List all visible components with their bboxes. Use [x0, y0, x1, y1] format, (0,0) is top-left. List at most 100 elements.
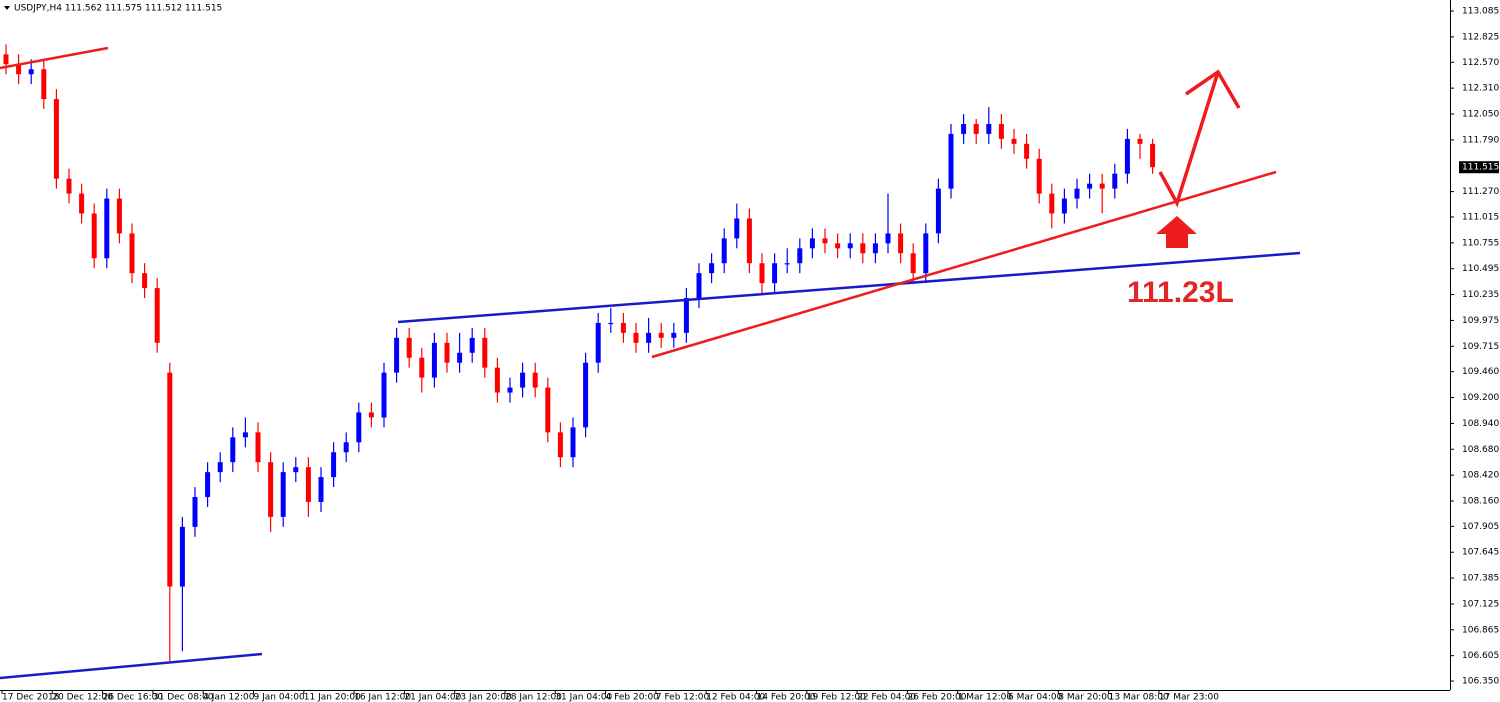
candle-body [683, 298, 689, 333]
candle-body [658, 332, 664, 338]
candle-body [406, 337, 412, 358]
x-tick-label: 9 Jan 04:00 [254, 693, 306, 702]
candle-body [948, 133, 954, 189]
y-tick-label: 106.350 [1462, 677, 1499, 687]
candle-body [331, 452, 337, 478]
candle-body [835, 243, 841, 249]
candle-body [608, 322, 614, 325]
candle-body [570, 427, 576, 458]
candle-body [419, 357, 425, 378]
candle-body [1099, 183, 1105, 189]
candle-body [671, 332, 677, 338]
candle-body [696, 273, 702, 299]
candle-body [532, 372, 538, 388]
x-tick-label: 28 Jan 12:00 [505, 693, 562, 702]
candle-body [179, 526, 185, 587]
y-tick-label: 106.605 [1462, 651, 1499, 661]
y-tick-label: 108.940 [1462, 419, 1499, 429]
candle-body [53, 99, 59, 179]
current-price-label: 111.515 [1462, 163, 1499, 173]
x-tick-label: 31 Jan 04:00 [555, 693, 612, 702]
candle-body [923, 233, 929, 274]
candle-body [79, 193, 85, 214]
x-tick-label: 4 Jan 12:00 [203, 693, 255, 702]
y-tick-label: 108.680 [1462, 445, 1499, 455]
candle-body [444, 342, 450, 363]
trendline [651, 170, 1277, 359]
candle-body [116, 198, 122, 234]
y-tick-label: 108.420 [1462, 471, 1499, 481]
candle-body [16, 64, 22, 75]
y-tick-label: 112.825 [1462, 32, 1499, 42]
arrow-head [1185, 69, 1241, 109]
candle-body [268, 462, 274, 517]
dropdown-icon [4, 6, 10, 10]
candle-body [494, 367, 500, 393]
candle-body [620, 322, 626, 333]
candle-body [394, 337, 400, 373]
x-tick-label: 11 Jan 20:00 [304, 693, 361, 702]
x-tick-label: 16 Jan 12:00 [354, 693, 411, 702]
candle-body [356, 412, 362, 443]
candle-body [1150, 143, 1156, 168]
candle-body [1112, 173, 1118, 189]
y-tick-label: 110.495 [1462, 264, 1499, 274]
candle-body [545, 387, 551, 433]
candle-body [822, 238, 828, 244]
candle-body [961, 123, 967, 134]
y-tick-label: 107.645 [1462, 548, 1499, 558]
x-tick-label: 22 Feb 04:00 [857, 693, 916, 702]
up-arrow [1156, 216, 1197, 248]
x-tick-label: 13 Mar 08:00 [1109, 693, 1169, 702]
candle-body [557, 432, 563, 458]
candle-body [746, 218, 752, 264]
y-tick-label: 111.270 [1462, 187, 1499, 197]
candle-body [167, 372, 173, 587]
candle-body [860, 243, 866, 254]
candle-body [205, 472, 211, 498]
candle-body [1061, 198, 1067, 214]
candle-body [1137, 138, 1143, 144]
y-tick-label: 111.015 [1462, 212, 1499, 222]
candle-body [709, 263, 715, 274]
x-tick-label: 21 Jan 04:00 [404, 693, 461, 702]
candle-body [104, 198, 110, 259]
candle-body [28, 69, 34, 75]
candle-body [847, 243, 853, 249]
candle-body [759, 263, 765, 284]
candle-body [192, 497, 198, 527]
candle-body [1124, 138, 1130, 174]
candle-body [885, 233, 891, 244]
candle-body [772, 263, 778, 284]
y-tick-label: 109.460 [1462, 367, 1499, 377]
candle-body [280, 472, 286, 517]
chart-title: USDJPY,H4 111.562 111.575 111.512 111.51… [14, 4, 222, 14]
y-tick-label: 107.125 [1462, 599, 1499, 609]
y-tick-label: 107.905 [1462, 522, 1499, 532]
candle-body [507, 387, 513, 393]
candle-body [41, 69, 47, 100]
y-tick-label: 112.570 [1462, 58, 1499, 68]
candle-body [872, 243, 878, 254]
trendline [0, 652, 263, 680]
candle-body [1074, 188, 1080, 199]
candle-body [91, 213, 97, 259]
candle-body [154, 288, 160, 343]
x-tick-label: 8 Mar 20:00 [1058, 693, 1113, 702]
candle-body [482, 337, 488, 368]
trendline [0, 46, 109, 70]
x-tick-label: 14 Feb 20:00 [757, 693, 816, 702]
candle-body [293, 467, 299, 473]
y-tick-label: 112.050 [1462, 110, 1499, 120]
candle-body [242, 432, 248, 438]
candle-body [1087, 183, 1093, 189]
x-tick-label: 26 Feb 20:00 [907, 693, 966, 702]
x-tick-label: 19 Feb 12:00 [807, 693, 866, 702]
candle-body [230, 437, 236, 463]
x-tick-label: 26 Dec 16:00 [103, 693, 164, 702]
y-tick-label: 109.200 [1462, 393, 1499, 403]
annotation: 111.23L [1127, 276, 1234, 309]
candles [3, 44, 1156, 662]
current-price-box [1459, 161, 1499, 174]
